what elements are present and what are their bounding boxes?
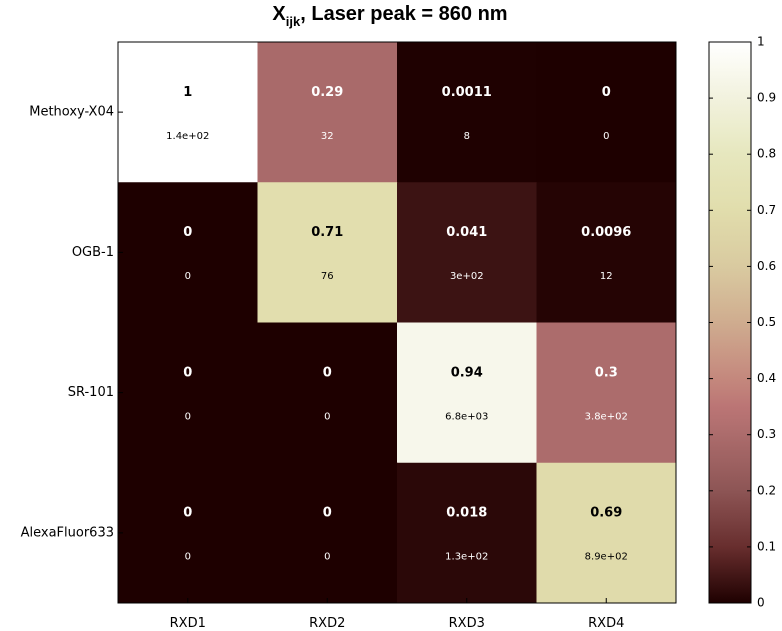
- heatmap-cell-0-3: [536, 42, 677, 183]
- cell-value-label: 0.0096: [581, 225, 631, 240]
- heatmap-cell-3-0: [118, 462, 258, 604]
- heatmap-cell-1-3: [536, 182, 677, 323]
- cell-value-label: 0: [183, 506, 192, 521]
- colorbar-tick-label: 0.7: [757, 203, 776, 217]
- cell-value-label: 1: [183, 85, 192, 100]
- column-tick-label: RXD4: [588, 616, 624, 631]
- colorbar-tick-label: 0.4: [757, 371, 776, 385]
- chart-title-rest: , Laser peak = 860 nm: [300, 3, 507, 25]
- colorbar-tick-label: 0.6: [757, 259, 776, 273]
- cell-count-label: 76: [321, 271, 334, 282]
- heatmap-cell-3-3: [536, 462, 677, 604]
- heatmap-cell-2-1: [257, 322, 398, 464]
- cell-count-label: 12: [600, 271, 613, 282]
- cell-value-label: 0: [323, 365, 332, 380]
- column-tick-label: RXD3: [449, 616, 485, 631]
- colorbar-tick-label: 0.8: [757, 147, 776, 161]
- heatmap-cell-2-3: [536, 322, 677, 464]
- heatmap-cell-2-0: [118, 322, 258, 464]
- heatmap-cell-0-0: [118, 42, 258, 183]
- row-tick-labels: Methoxy-X04 OGB-1 SR-101 AlexaFluor633: [21, 105, 123, 540]
- heatmap-cell-labels: 1 1.4e+02 0.29 32 0.0011 8 0 0 0 0 0.71 76 0.041 3e+0…: [166, 85, 631, 563]
- row-tick-label: AlexaFluor633: [21, 525, 114, 540]
- heatmap-cell-0-1: [257, 42, 398, 183]
- cell-value-label: 0: [602, 85, 611, 100]
- chart-title: Xijk, Laser peak = 860 nm: [272, 3, 507, 29]
- cell-count-label: 0: [185, 271, 191, 282]
- column-tick-label: RXD2: [309, 616, 345, 631]
- cell-value-label: 0: [183, 225, 192, 240]
- cell-count-label: 6.8e+03: [445, 411, 488, 422]
- chart-title-subscript: ijk: [286, 14, 301, 29]
- cell-value-label: 0.94: [451, 365, 483, 380]
- heatmap-cell-2-2: [397, 322, 537, 464]
- colorbar-gradient: [708, 41, 752, 604]
- cell-count-label: 0: [324, 552, 330, 563]
- heatmap-cell-1-0: [118, 182, 258, 323]
- heatmap-cell-1-1: [257, 182, 398, 323]
- heatmap-cell-0-2: [397, 42, 537, 183]
- column-tick-labels: RXD1 RXD2 RXD3 RXD4: [170, 598, 624, 631]
- cell-count-label: 1.3e+02: [445, 552, 488, 563]
- cell-value-label: 0.29: [311, 85, 343, 100]
- cell-value-label: 0.0011: [442, 85, 492, 100]
- cell-count-label: 1.4e+02: [166, 131, 209, 142]
- column-tick-label: RXD1: [170, 616, 206, 631]
- cell-count-label: 0: [185, 552, 191, 563]
- colorbar-tick-label: 0.2: [757, 483, 776, 497]
- heatmap-cell-1-2: [397, 182, 537, 323]
- cell-count-label: 8.9e+02: [585, 552, 628, 563]
- colorbar-tick-label: 1: [757, 35, 765, 49]
- cell-value-label: 0.69: [590, 506, 622, 521]
- cell-count-label: 8: [464, 131, 470, 142]
- cell-value-label: 0.041: [446, 225, 487, 240]
- colorbar: 0 0.1 0.2 0.3 0.4 0.5 0.6 0.7 0.8 0.9 1: [708, 35, 776, 610]
- colorbar-tick-label: 0.9: [757, 91, 776, 105]
- plot-frame: [117, 41, 677, 604]
- heatmap-cell-3-2: [397, 462, 537, 604]
- cell-count-label: 3.8e+02: [585, 411, 628, 422]
- cell-count-label: 0: [603, 131, 609, 142]
- row-tick-label: SR-101: [68, 385, 114, 400]
- colorbar-tick-label: 0: [757, 596, 765, 610]
- heatmap-cells: [118, 42, 677, 604]
- colorbar-tick-label: 0.3: [757, 427, 776, 441]
- heatmap-cell-3-1: [257, 462, 398, 604]
- cell-value-label: 0.3: [595, 365, 618, 380]
- cell-value-label: 0: [323, 506, 332, 521]
- colorbar-tick-label: 0.5: [757, 315, 776, 329]
- cell-count-label: 32: [321, 131, 334, 142]
- cell-value-label: 0.71: [311, 225, 343, 240]
- cell-count-label: 3e+02: [450, 271, 484, 282]
- cell-value-label: 0.018: [446, 506, 487, 521]
- row-tick-label: Methoxy-X04: [29, 105, 114, 120]
- cell-count-label: 0: [324, 411, 330, 422]
- row-tick-label: OGB-1: [72, 245, 114, 260]
- cell-count-label: 0: [185, 411, 191, 422]
- cell-value-label: 0: [183, 365, 192, 380]
- chart-title-main: X: [272, 3, 286, 25]
- colorbar-tick-label: 0.1: [757, 539, 776, 553]
